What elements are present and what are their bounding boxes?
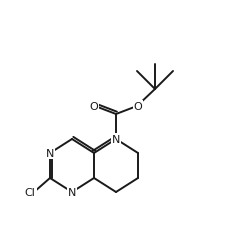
Text: N: N	[68, 187, 76, 197]
Text: O: O	[133, 102, 142, 112]
Text: Cl: Cl	[25, 187, 35, 197]
Text: O: O	[89, 102, 98, 112]
Text: N: N	[46, 148, 54, 158]
Text: N: N	[111, 134, 120, 144]
